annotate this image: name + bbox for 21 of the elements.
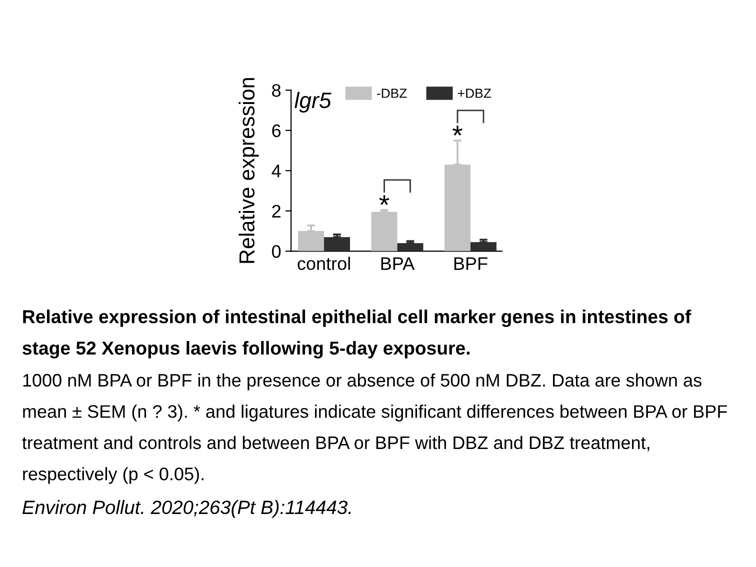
bar <box>324 237 350 252</box>
bar <box>371 212 398 252</box>
x-tick-label: control <box>298 256 350 270</box>
annotation: lgr5 <box>294 92 332 113</box>
x-tick-label: BPA <box>381 257 415 270</box>
bar <box>397 243 424 252</box>
legend-label: -DBZ <box>377 88 407 98</box>
text: Environ Pollut. 2020;263(Pt B):114443. <box>22 500 351 518</box>
legend-label: +DBZ <box>458 88 492 98</box>
y-tick-label: 2 <box>272 204 280 218</box>
y-tick-label: 0 <box>272 245 281 258</box>
y-tick-label: 8 <box>272 84 281 97</box>
y-tick-label: 4 <box>272 164 281 178</box>
text: Relative expression of intestinal epithelial cell marker genes in intestines of stage 52 Xenopus laevis following 5-day exposure. <box>22 310 692 358</box>
annotation: * <box>452 126 462 136</box>
bar <box>470 242 496 252</box>
y-tick-label: 6 <box>272 124 281 138</box>
y-axis-title: Relative expression <box>238 78 259 263</box>
annotation: * <box>379 195 390 205</box>
x-tick-label: BPF <box>454 257 488 270</box>
text: 1000 nM BPA or BPF in the presence or absence of 500 nM DBZ. Data are shown as mean ± SEM (n ? 3). * and ligatures indicate significant differences between BPA or BPF treatment and controls and between BPA or BPF with DBZ and DBZ treatment, respectively (p < 0.05). <box>22 373 727 484</box>
